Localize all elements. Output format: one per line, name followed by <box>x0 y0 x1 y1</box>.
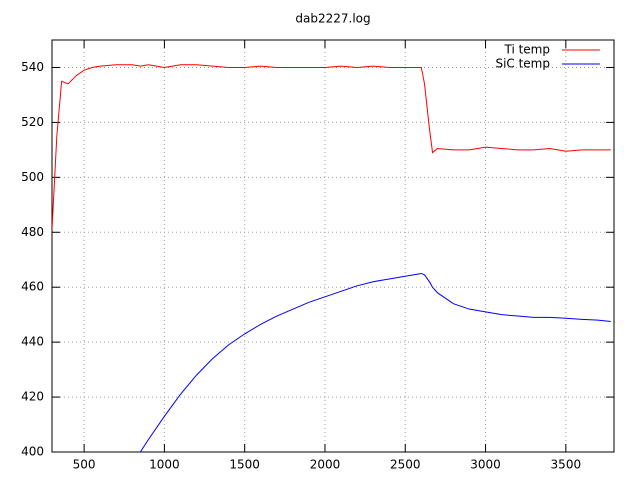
legend-label: Ti temp <box>503 43 550 57</box>
x-tick-label: 1500 <box>229 458 260 472</box>
y-tick-label: 480 <box>21 225 44 239</box>
x-tick-label: 3000 <box>470 458 501 472</box>
y-tick-label: 440 <box>21 335 44 349</box>
x-tick-label: 3500 <box>551 458 582 472</box>
y-tick-label: 420 <box>21 390 44 404</box>
y-tick-label: 500 <box>21 170 44 184</box>
x-tick-label: 1000 <box>149 458 180 472</box>
y-tick-label: 460 <box>21 280 44 294</box>
legend-label: SiC temp <box>495 57 550 71</box>
y-tick-label: 400 <box>21 445 44 459</box>
chart-title: dab2227.log <box>295 12 370 26</box>
y-tick-label: 540 <box>21 60 44 74</box>
y-tick-label: 520 <box>21 115 44 129</box>
x-tick-label: 500 <box>73 458 96 472</box>
x-tick-label: 2500 <box>390 458 421 472</box>
data-line <box>52 64 611 230</box>
plot-border <box>51 39 615 453</box>
x-tick-label: 2000 <box>310 458 341 472</box>
data-line <box>139 272 611 452</box>
